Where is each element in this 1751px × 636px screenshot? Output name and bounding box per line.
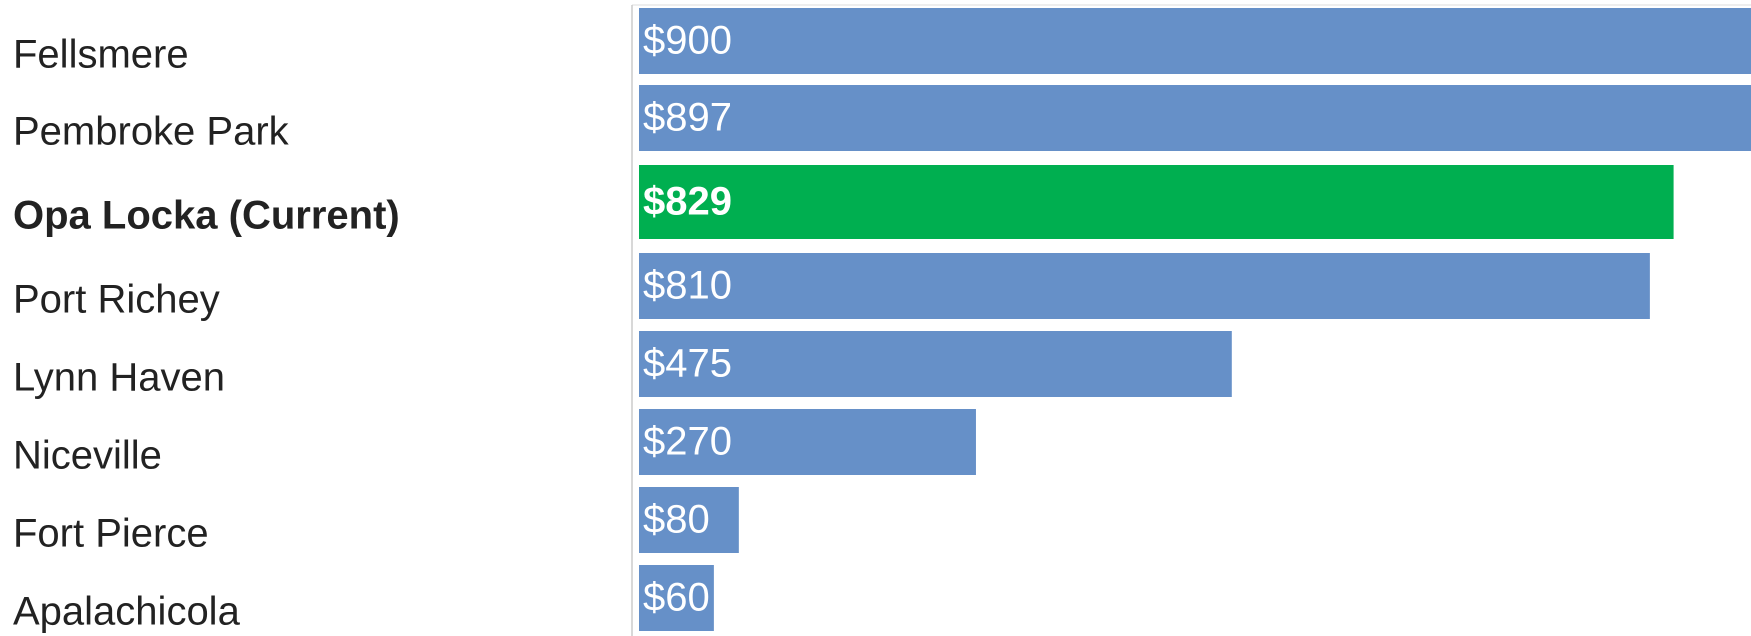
bar bbox=[639, 85, 1751, 151]
category-label: Fort Pierce bbox=[13, 512, 209, 556]
value-label: $897 bbox=[643, 96, 732, 140]
bar bbox=[639, 8, 1751, 74]
value-label: $810 bbox=[643, 264, 732, 308]
value-label: $60 bbox=[643, 576, 710, 620]
category-label: Opa Locka (Current) bbox=[13, 194, 400, 238]
category-label: Apalachicola bbox=[13, 590, 241, 634]
value-label: $900 bbox=[643, 19, 732, 63]
bar bbox=[639, 409, 976, 475]
bar bbox=[639, 487, 739, 553]
bar bbox=[639, 253, 1650, 319]
category-label: Niceville bbox=[13, 434, 162, 478]
category-label: Fellsmere bbox=[13, 33, 189, 77]
value-label: $270 bbox=[643, 420, 732, 464]
value-label: $80 bbox=[643, 498, 710, 542]
category-label: Port Richey bbox=[13, 278, 220, 322]
value-label: $475 bbox=[643, 342, 732, 386]
category-label: Lynn Haven bbox=[13, 356, 225, 400]
bar bbox=[639, 165, 1674, 239]
bar bbox=[639, 565, 714, 631]
bar bbox=[639, 331, 1232, 397]
value-label: $829 bbox=[643, 180, 732, 224]
category-label: Pembroke Park bbox=[13, 110, 290, 154]
